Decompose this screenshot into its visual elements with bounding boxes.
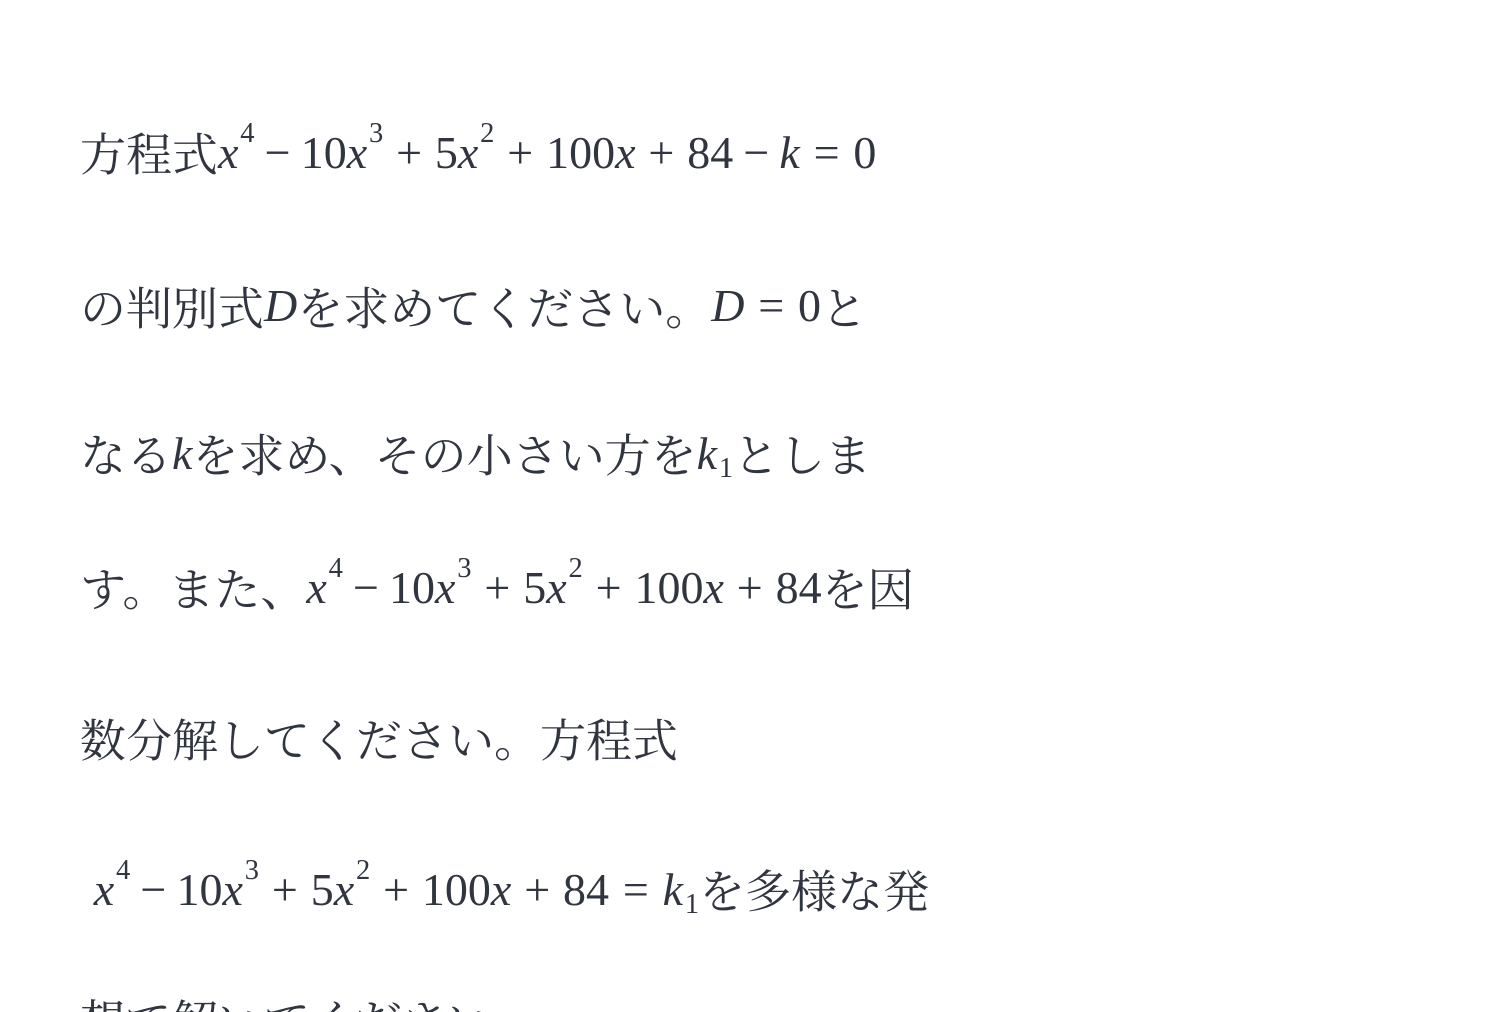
line-1: 方程式 x4−10x3+5x2+100x+84 − k = 0 [80,70,1420,228]
text: 方程式 [80,119,218,185]
problem-text: 方程式 x4−10x3+5x2+100x+84 − k = 0 の判別式 D を… [80,70,1420,1012]
math-superscript: 2 [356,855,370,886]
math-var-D: D [264,279,297,332]
math-superscript: 2 [480,118,494,149]
math-superscript: 3 [245,855,259,886]
math-subscript: 1 [719,453,733,484]
line-5: 数分解してください。方程式 [80,651,1420,824]
text: を求めてください。 [297,273,711,339]
line-6: x4−10x3+5x2+100x+84 = k1 を多様な発 [80,824,1420,954]
math-polynomial: x4−10x3+5x2+100x+84 [218,126,733,179]
text: を多様な発 [699,856,929,922]
math-k1: k1 [697,427,734,480]
math-eq: = [623,863,649,916]
line-2: の判別式 D を求めてください。 D = 0 と [80,228,1420,383]
math-subscript: 1 [685,889,699,920]
math-polynomial: x4−10x3+5x2+100x+84 [306,561,821,614]
math-var-k: k [779,126,799,179]
text: なる [80,420,172,486]
text: を求め、その小さい方を [192,420,696,486]
math-superscript: 3 [369,118,383,149]
math-superscript: 3 [457,553,471,584]
math-var-D: D [711,279,744,332]
text: と [821,273,867,339]
math-superscript: 4 [329,553,343,584]
math-zero: 0 [798,279,821,332]
text: を因 [822,554,914,620]
math-var-k: k [172,427,192,480]
text: 数分解してください。方程式 [80,705,678,771]
math-polynomial: x4−10x3+5x2+100x+84 [94,863,609,916]
math-k1: k1 [663,863,700,916]
text: 想で解いてください。 [80,986,540,1012]
math-zero: 0 [853,126,876,179]
math-eq: = [758,279,784,332]
math-superscript: 2 [568,553,582,584]
text: としま [733,420,871,486]
math-superscript: 4 [116,855,130,886]
math-eq: = [814,126,840,179]
line-3: なる k を求め、その小さい方を k1 としま [80,383,1420,523]
text: す。また、 [80,554,306,620]
math-minus: − [743,126,769,179]
text: の判別式 [80,273,264,339]
page: 方程式 x4−10x3+5x2+100x+84 − k = 0 の判別式 D を… [0,0,1500,1012]
line-7: 想で解いてください。 [80,954,1420,1012]
line-4: す。また、 x4−10x3+5x2+100x+84 を因 [80,523,1420,651]
math-superscript: 4 [240,118,254,149]
